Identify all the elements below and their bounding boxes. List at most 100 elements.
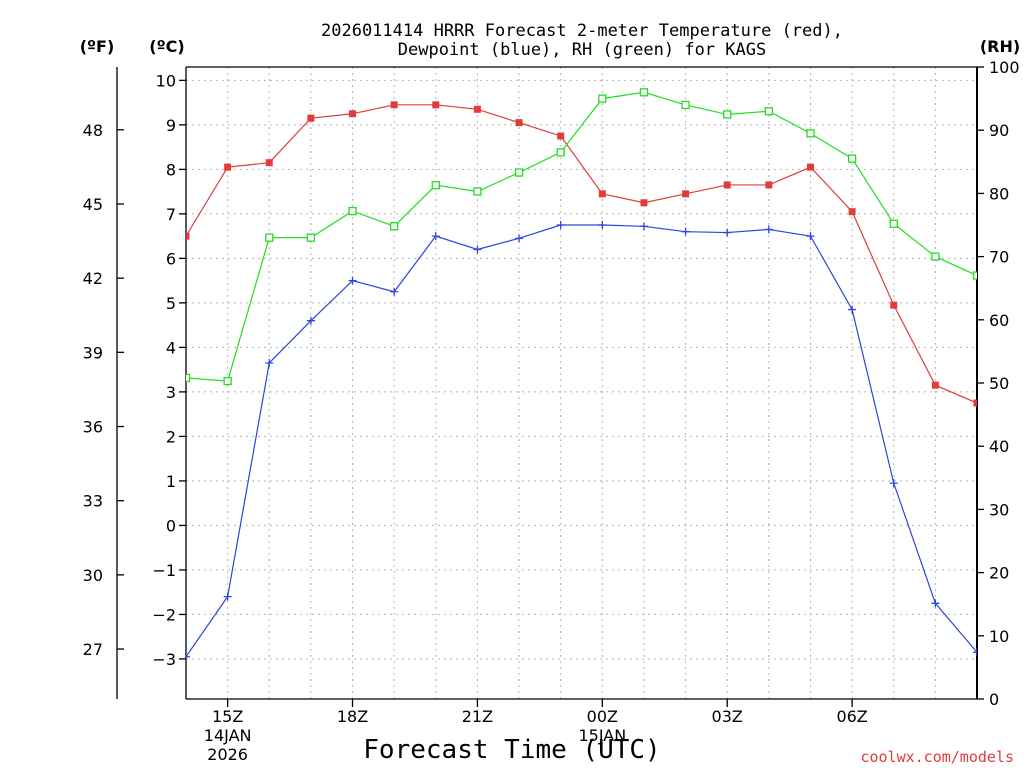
dewpoint-point <box>681 227 690 236</box>
rh-point <box>265 233 274 242</box>
celsius-tick-label: 7 <box>166 205 176 224</box>
fahrenheit-tick-label: 45 <box>83 195 103 214</box>
temperature-point <box>973 399 977 407</box>
rh-tick-label: 80 <box>989 184 1009 203</box>
rh-tick-label: 60 <box>989 311 1009 330</box>
dewpoint-point <box>806 232 815 241</box>
x-tick-date-label: 15JAN <box>578 726 626 745</box>
site-credit: coolwx.com/models <box>860 748 1014 766</box>
fahrenheit-tick-label: 48 <box>83 121 103 140</box>
dewpoint-line <box>186 224 977 658</box>
rh-point <box>806 129 815 138</box>
rh-tick-label: 50 <box>989 374 1009 393</box>
temperature-point <box>307 114 315 122</box>
rh-point <box>639 88 649 97</box>
celsius-tick-label: 3 <box>166 383 176 402</box>
grid-lines <box>186 67 977 699</box>
temperature-point <box>349 110 357 118</box>
temperature-point <box>848 208 856 216</box>
celsius-tick-label: 9 <box>166 116 176 135</box>
temperature-point <box>432 101 440 109</box>
rh-point <box>889 219 898 228</box>
chart-title-line2: Dewpoint (blue), RH (green) for KAGS <box>398 40 766 60</box>
chart-title-line1: 2026011414 HRRR Forecast 2-meter Tempera… <box>321 21 843 41</box>
rh-point <box>186 373 191 383</box>
rh-point <box>972 271 977 280</box>
dewpoint-point <box>473 245 482 254</box>
data-series <box>186 88 977 661</box>
dewpoint-point <box>556 221 565 229</box>
temperature-point <box>515 119 523 127</box>
rh-tick-label: 40 <box>989 437 1009 456</box>
rh-series <box>186 88 977 386</box>
fahrenheit-tick-label: 36 <box>83 418 103 437</box>
temperature-point <box>224 163 232 171</box>
dewpoint-point <box>848 305 857 314</box>
fahrenheit-tick-label: 42 <box>83 269 103 288</box>
rh-point <box>556 148 565 157</box>
rh-point <box>723 110 732 119</box>
temperature-point <box>473 105 481 113</box>
rh-point <box>431 181 440 190</box>
celsius-tick-label: 8 <box>166 160 176 179</box>
fahrenheit-tick-label: 33 <box>83 492 103 511</box>
dewpoint-point <box>515 234 524 243</box>
x-tick-label: 06Z <box>836 707 867 726</box>
dewpoint-point <box>306 316 315 325</box>
fahrenheit-unit-label: (ºF) <box>80 37 115 56</box>
rh-unit-label: (RH) <box>980 37 1020 56</box>
temperature-point <box>682 190 690 198</box>
temperature-point <box>598 190 606 198</box>
temperature-point <box>723 181 731 189</box>
temperature-point <box>186 232 190 240</box>
rh-point <box>598 94 607 103</box>
temperature-line <box>186 104 977 404</box>
celsius-tick-label: −1 <box>152 561 176 580</box>
rh-tick-label: 100 <box>989 58 1020 77</box>
rh-point <box>390 222 399 231</box>
x-tick-label: 00Z <box>587 707 618 726</box>
dewpoint-point <box>265 358 274 367</box>
temperature-point <box>557 132 565 140</box>
rh-point <box>681 100 690 110</box>
rh-point <box>306 233 316 242</box>
tick-labels: −3−2−10123456789102730333639424548010203… <box>83 58 1020 764</box>
dewpoint-point <box>973 648 977 657</box>
celsius-tick-label: 1 <box>166 472 176 491</box>
temperature-point <box>931 381 939 389</box>
fahrenheit-tick-label: 39 <box>83 343 103 362</box>
rh-tick-label: 30 <box>989 500 1009 519</box>
celsius-tick-label: 6 <box>166 249 176 268</box>
rh-tick-label: 90 <box>989 121 1009 140</box>
dewpoint-point <box>598 221 607 229</box>
rh-point <box>514 168 524 177</box>
celsius-tick-label: 2 <box>166 427 176 446</box>
x-tick-label: 03Z <box>712 707 743 726</box>
celsius-tick-label: −2 <box>152 605 176 624</box>
dewpoint-point <box>723 228 732 237</box>
rh-tick-label: 10 <box>989 627 1009 646</box>
dewpoint-point <box>223 592 232 601</box>
x-tick-label: 21Z <box>462 707 493 726</box>
celsius-tick-label: 10 <box>156 71 176 90</box>
dewpoint-point <box>931 599 940 608</box>
rh-point <box>473 187 482 196</box>
dewpoint-point <box>431 232 440 241</box>
x-tick-date-label: 14JAN <box>204 726 252 745</box>
fahrenheit-tick-label: 30 <box>83 566 103 585</box>
fahrenheit-tick-label: 27 <box>83 640 103 659</box>
temperature-point <box>265 159 273 167</box>
dewpoint-series <box>186 221 977 661</box>
celsius-tick-label: 4 <box>166 338 176 357</box>
dewpoint-point <box>764 225 773 234</box>
rh-point <box>348 206 357 216</box>
axes <box>116 66 984 707</box>
rh-tick-label: 0 <box>989 690 999 709</box>
rh-point <box>764 107 773 116</box>
dewpoint-point <box>186 652 190 661</box>
temperature-point <box>806 163 814 171</box>
rh-line <box>186 91 977 382</box>
x-tick-label: 15Z <box>212 707 243 726</box>
temperature-point <box>765 181 773 189</box>
dewpoint-point <box>639 222 648 231</box>
